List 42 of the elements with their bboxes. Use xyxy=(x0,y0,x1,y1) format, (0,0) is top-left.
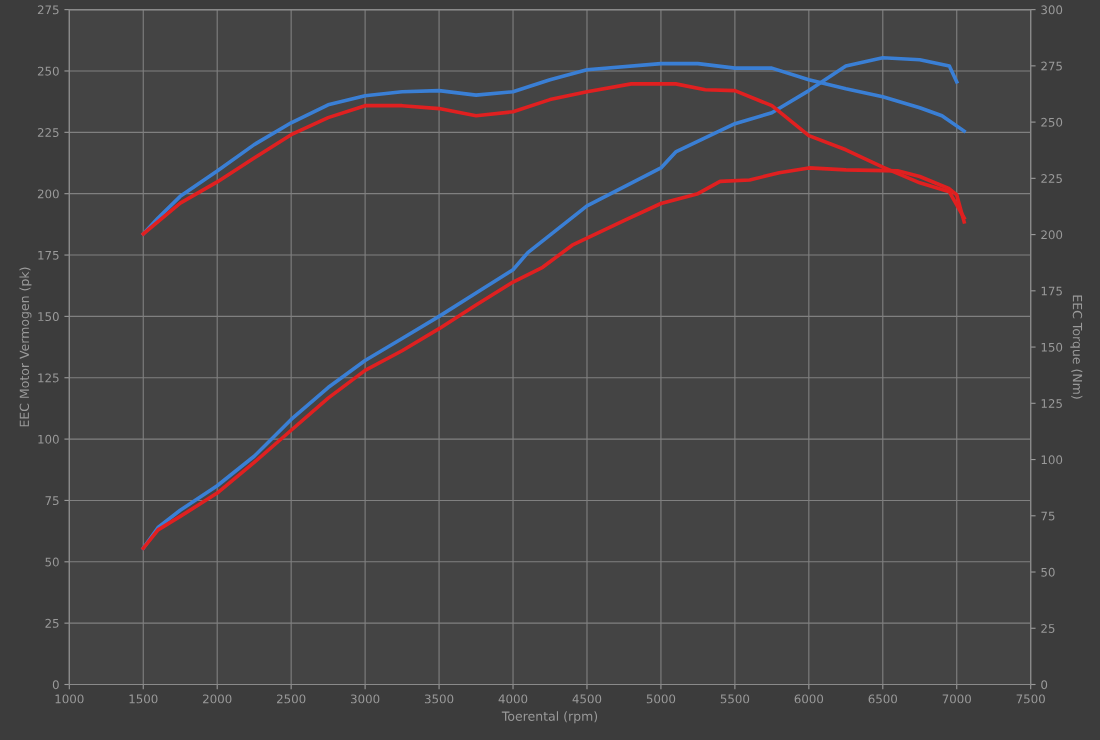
y2-tick-label: 125 xyxy=(1041,399,1062,408)
y2-axis-title: EEC Torque (Nm) xyxy=(1070,295,1083,399)
x-tick-label: 5500 xyxy=(720,694,750,704)
x-tick-label: 4500 xyxy=(572,694,602,704)
y2-tick-label: 275 xyxy=(1041,61,1062,71)
y-tick-label: 150 xyxy=(38,312,59,322)
y2-tick-label: 225 xyxy=(1041,174,1062,183)
x-tick-label: 3000 xyxy=(350,694,380,704)
y2-tick-label: 100 xyxy=(1041,455,1063,465)
y-tick-label: 175 xyxy=(38,250,59,260)
y-tick-label: 250 xyxy=(37,66,59,76)
y-axis-title: EEC Motor Vermogen (pk) xyxy=(19,267,32,427)
y-tick-label: 25 xyxy=(45,618,59,628)
x-tick-label: 2000 xyxy=(203,694,232,704)
x-tick-label: 1500 xyxy=(129,694,158,704)
x-tick-label: 7000 xyxy=(942,694,971,704)
y2-tick-label: 175 xyxy=(1041,286,1062,296)
y2-tick-label: 25 xyxy=(1041,623,1055,633)
y-tick-label: 275 xyxy=(37,5,59,15)
x-tick-label: 5000 xyxy=(646,694,676,704)
y2-tick-label: 200 xyxy=(1041,230,1063,240)
y-tick-label: 125 xyxy=(38,373,59,383)
y2-tick-label: 75 xyxy=(1041,511,1055,521)
x-tick-label: 6500 xyxy=(868,694,898,704)
y2-tick-label: 50 xyxy=(1041,567,1055,577)
x-tick-label: 7500 xyxy=(1016,694,1045,704)
y2-tick-label: 300 xyxy=(1041,5,1063,15)
x-axis-title: Toerental (rpm) xyxy=(501,711,598,724)
x-tick-label: 3500 xyxy=(424,694,454,704)
x-tick-label: 1000 xyxy=(55,694,84,704)
y2-tick-label: 0 xyxy=(1041,680,1048,690)
y-tick-label: 200 xyxy=(37,189,59,199)
y-tick-label: 100 xyxy=(38,434,59,444)
y-tick-label: 0 xyxy=(52,680,59,690)
y-tick-label: 225 xyxy=(37,128,59,137)
y2-tick-label: 150 xyxy=(1041,342,1063,352)
y2-tick-label: 250 xyxy=(1041,117,1063,127)
x-tick-label: 4000 xyxy=(498,694,528,704)
x-tick-label: 6000 xyxy=(794,694,824,704)
y-tick-label: 50 xyxy=(45,557,59,567)
x-tick-label: 2500 xyxy=(277,694,306,704)
y-tick-label: 75 xyxy=(45,496,59,506)
